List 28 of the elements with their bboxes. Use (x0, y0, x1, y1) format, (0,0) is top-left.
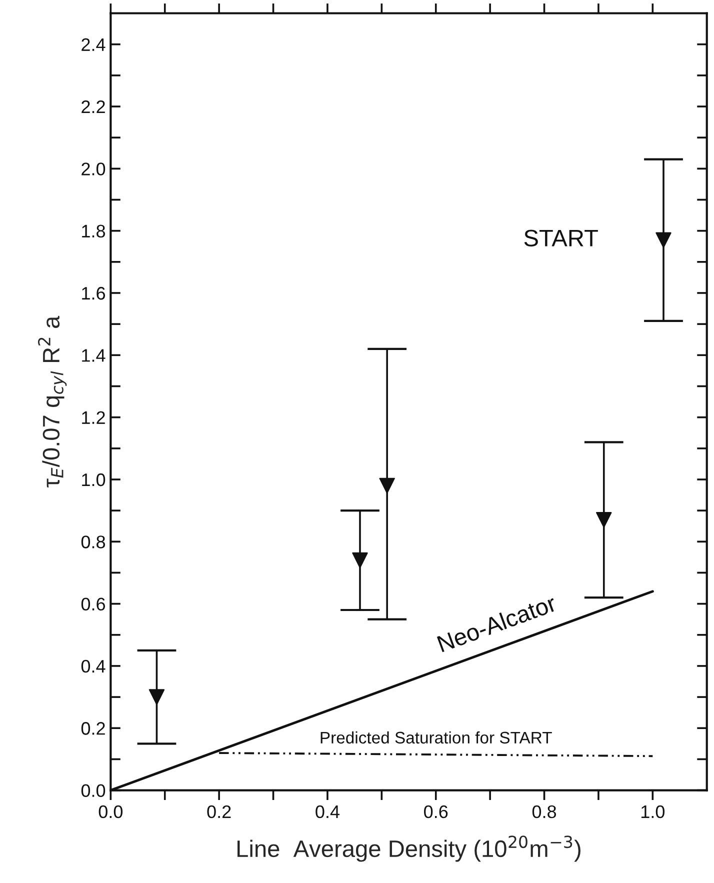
x-tick-label: 1.0 (641, 805, 665, 818)
point (656, 232, 672, 248)
y-tick-label: 0.6 (81, 598, 106, 611)
y-tick-label: 1.0 (82, 473, 106, 486)
x-axis-title: Line Average Density (10$^{20}$m$^{−3}$) (238, 836, 580, 862)
x-tick-label: 0.6 (424, 805, 448, 818)
x-tick-label: 0.8 (532, 805, 556, 818)
y-tick-label: 1.6 (82, 286, 106, 300)
y-tick-label: 0.8 (81, 536, 106, 548)
y-axis-title: τ$_{E}$/0.07 q$_{cyl}$ R$^{2}$ a (38, 316, 67, 488)
x-tick-label: 0.0 (98, 805, 123, 818)
y-tick-label: 2.0 (82, 162, 106, 176)
point (148, 689, 165, 705)
series-label: Predicted Saturation for START (320, 731, 552, 744)
y-tick-label: 0.4 (81, 660, 106, 673)
y-tick-label: 0.0 (81, 784, 106, 798)
point (379, 478, 395, 494)
y-tick-label: 1.2 (82, 411, 105, 424)
text: START (524, 230, 598, 246)
point (352, 552, 368, 568)
y-tick-label: 2.4 (82, 38, 106, 51)
y-tick-label: 0.2 (81, 722, 105, 735)
x-tick-label: 0.4 (316, 805, 340, 818)
y-tick-label: 1.8 (82, 224, 106, 238)
point (596, 512, 612, 528)
x-tick-label: 0.2 (207, 805, 231, 818)
y-tick-label: 1.4 (82, 349, 106, 362)
y-tick-label: 2.2 (82, 100, 105, 114)
